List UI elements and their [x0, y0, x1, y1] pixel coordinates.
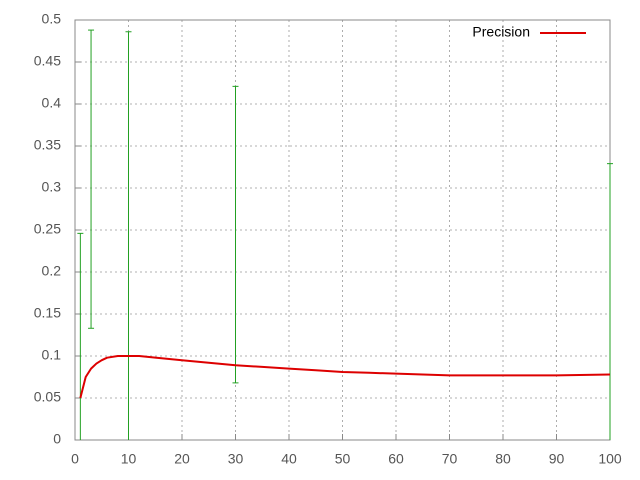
x-tick-label: 0	[71, 451, 79, 467]
x-tick-label: 100	[598, 451, 622, 467]
x-tick-label: 30	[228, 451, 244, 467]
y-tick-label: 0.4	[42, 95, 62, 111]
x-tick-label: 40	[281, 451, 297, 467]
x-tick-label: 20	[174, 451, 190, 467]
x-tick-label: 60	[388, 451, 404, 467]
y-tick-label: 0	[53, 431, 61, 447]
x-tick-label: 70	[442, 451, 458, 467]
line	[79, 355, 611, 399]
x-tick-label: 50	[335, 451, 351, 467]
x-tick-label: 80	[495, 451, 511, 467]
y-tick-label: 0.2	[42, 263, 62, 279]
y-tick-label: 0.05	[34, 389, 61, 405]
y-tick-label: 0.1	[42, 347, 62, 363]
x-tick-label: 10	[121, 451, 137, 467]
x-tick-label: 90	[549, 451, 565, 467]
y-tick-label: 0.5	[42, 11, 62, 27]
y-tick-label: 0.3	[42, 179, 62, 195]
legend-label: Precision	[472, 24, 530, 40]
y-tick-label: 0.15	[34, 305, 61, 321]
y-tick-label: 0.35	[34, 137, 61, 153]
y-tick-label: 0.25	[34, 221, 61, 237]
y-tick-label: 0.45	[34, 53, 61, 69]
